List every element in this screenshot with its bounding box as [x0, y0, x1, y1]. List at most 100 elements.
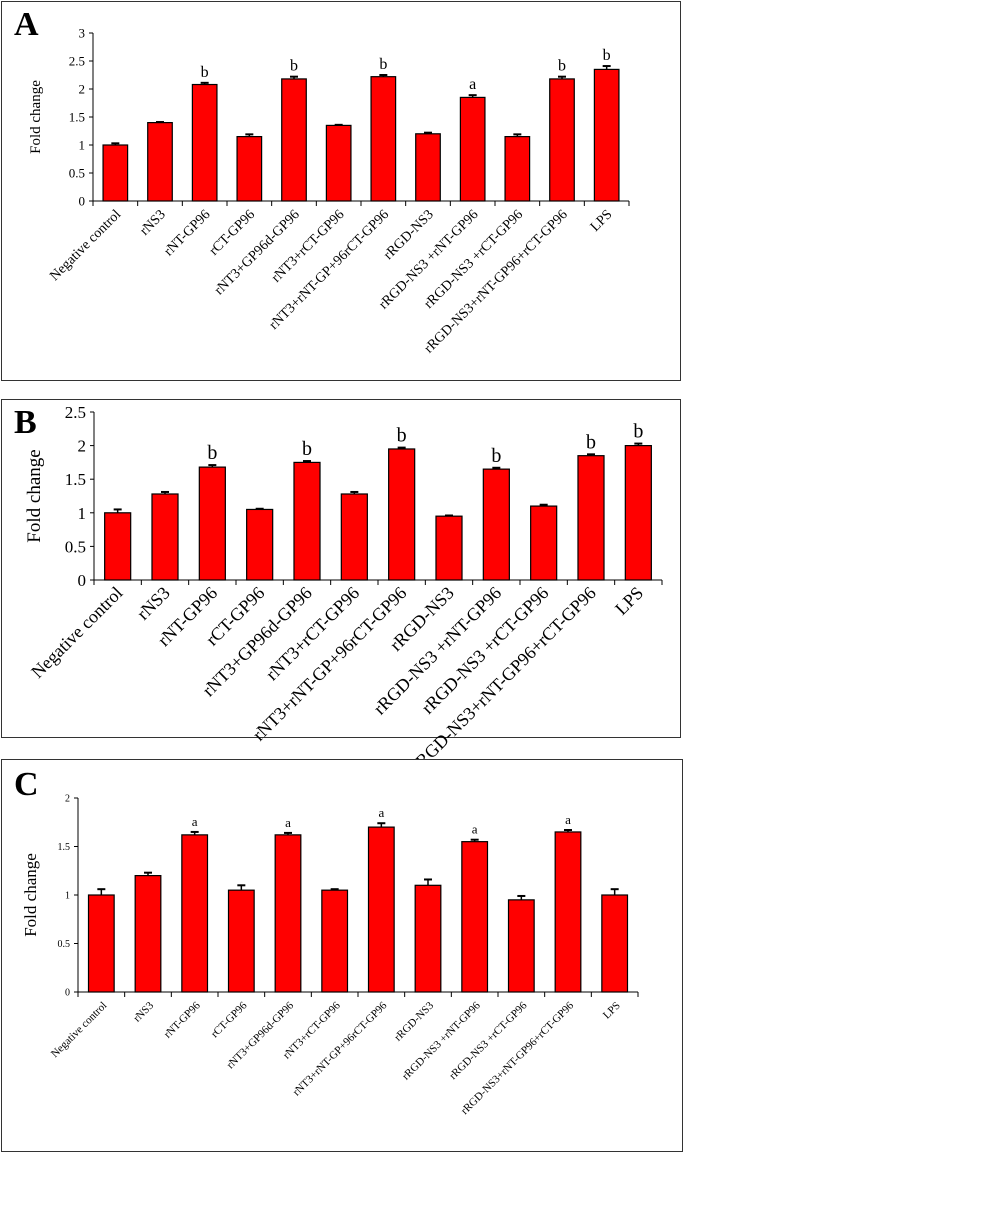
- panel-label: C: [14, 766, 39, 803]
- y-tick-label: 1: [79, 138, 86, 153]
- bar: [227, 889, 255, 993]
- bar: [435, 515, 463, 581]
- chart-a: 0 0.5 1 1.5 2 2.5 3 Fold change Negative control…: [28, 26, 630, 356]
- x-tick-label: rNT-GP96: [161, 207, 213, 259]
- y-tick-label: 1.5: [69, 110, 85, 125]
- bar: [236, 136, 263, 202]
- bar: [274, 834, 302, 993]
- significance-label: a: [285, 815, 291, 830]
- bar: [414, 884, 442, 993]
- panel-a: A 0 0.5 1 1.5 2 2.5 3 Fold change Negative contr…: [1, 1, 681, 381]
- significance-label: a: [192, 814, 198, 829]
- bar: [601, 894, 629, 993]
- x-tick-label: LPS: [601, 1000, 623, 1022]
- x-tick-label: rNT-GP96: [162, 999, 203, 1040]
- y-axis-label: Fold change: [28, 80, 44, 154]
- y-tick-label: 3: [79, 26, 86, 41]
- x-tick-label: Negative control: [47, 207, 124, 284]
- significance-label: a: [565, 812, 571, 827]
- bar: [554, 831, 582, 993]
- y-axis-label: Fold change: [21, 853, 40, 937]
- y-tick-label: 0: [65, 988, 70, 999]
- bar: [530, 505, 558, 581]
- y-tick-label: 2.5: [65, 403, 86, 422]
- panel-b: B 0 0.5 1 1.5 2 2.5 Fold change Negative contro…: [1, 399, 681, 775]
- significance-label: b: [491, 445, 501, 467]
- bar: [624, 444, 652, 581]
- bar: [504, 136, 531, 202]
- significance-label: b: [379, 56, 387, 73]
- x-tick-label: rCT-GP96: [209, 999, 250, 1040]
- y-tick-label: 0: [79, 194, 86, 209]
- x-tick-label: rNS3: [131, 999, 156, 1024]
- bar: [459, 96, 486, 202]
- bar: [191, 83, 218, 202]
- y-tick-label: 0.5: [65, 537, 86, 556]
- bar: [593, 68, 620, 202]
- chart-b: 0 0.5 1 1.5 2 2.5 Fold change Negative control r…: [24, 403, 663, 775]
- bar: [151, 493, 179, 581]
- bar: [293, 461, 321, 581]
- y-tick-label: 2: [65, 794, 70, 805]
- x-tick-label: LPS: [588, 207, 616, 235]
- significance-label: a: [378, 805, 384, 820]
- significance-label: b: [558, 58, 566, 75]
- significance-label: b: [207, 442, 217, 464]
- bar: [340, 493, 368, 581]
- bar: [87, 894, 115, 993]
- bar: [281, 78, 307, 202]
- bar: [325, 124, 352, 202]
- x-tick-label: rNS3: [137, 207, 169, 239]
- bar: [388, 448, 416, 581]
- x-tick-label: Negative control: [49, 1000, 110, 1061]
- bar: [367, 826, 395, 993]
- y-tick-label: 2: [78, 437, 87, 456]
- bar: [104, 512, 132, 581]
- panel-c: C 0 0.5 1 1.5 2 Fold change Negative control rN…: [1, 759, 683, 1152]
- panel-label: B: [14, 404, 37, 441]
- significance-label: b: [397, 425, 407, 447]
- x-tick-label: rRGD-NS3: [392, 999, 436, 1043]
- x-tick-label: rNT3+GP96d-GP96: [212, 207, 303, 298]
- bar: [102, 144, 129, 202]
- y-tick-label: 0.5: [69, 166, 85, 181]
- y-tick-label: 1.5: [65, 470, 86, 489]
- bar: [461, 841, 489, 993]
- y-tick-label: 1: [78, 504, 87, 523]
- significance-label: b: [302, 438, 312, 460]
- bar: [181, 834, 209, 993]
- y-tick-label: 0: [78, 571, 87, 590]
- y-tick-label: 2: [79, 82, 86, 97]
- bar: [507, 899, 535, 993]
- bar: [549, 78, 575, 202]
- chart-c: 0 0.5 1 1.5 2 Fold change Negative control rNS3…: [21, 794, 639, 1117]
- y-tick-label: 1.5: [58, 842, 71, 853]
- bar: [482, 468, 510, 581]
- significance-label: a: [472, 822, 478, 837]
- significance-label: b: [586, 431, 596, 453]
- bar: [577, 455, 605, 581]
- panel-label: A: [14, 6, 39, 43]
- significance-label: b: [633, 421, 643, 443]
- bar: [134, 874, 162, 993]
- significance-label: a: [469, 76, 476, 93]
- bar: [415, 133, 441, 202]
- x-tick-label: rRGD-NS3 +rCT-GP96: [447, 999, 530, 1082]
- y-tick-label: 2.5: [69, 54, 85, 69]
- x-tick-label: rNT3+rNT-GP+96rCT-GP96: [291, 999, 390, 1098]
- significance-label: b: [603, 47, 611, 64]
- bar: [198, 466, 226, 581]
- x-tick-label: Negative control: [27, 583, 126, 682]
- bar: [147, 121, 173, 202]
- significance-label: b: [201, 64, 209, 81]
- y-tick-label: 1: [65, 891, 70, 902]
- bar: [321, 889, 349, 993]
- x-tick-label: rRGD-NS3 +rNT-GP96: [400, 999, 483, 1082]
- y-tick-label: 0.5: [58, 939, 71, 950]
- bar: [370, 76, 397, 202]
- significance-label: b: [290, 58, 298, 75]
- x-tick-label: rNS3: [133, 583, 174, 624]
- bar: [246, 508, 274, 581]
- x-tick-label: LPS: [611, 583, 647, 619]
- y-axis-label: Fold change: [24, 449, 45, 542]
